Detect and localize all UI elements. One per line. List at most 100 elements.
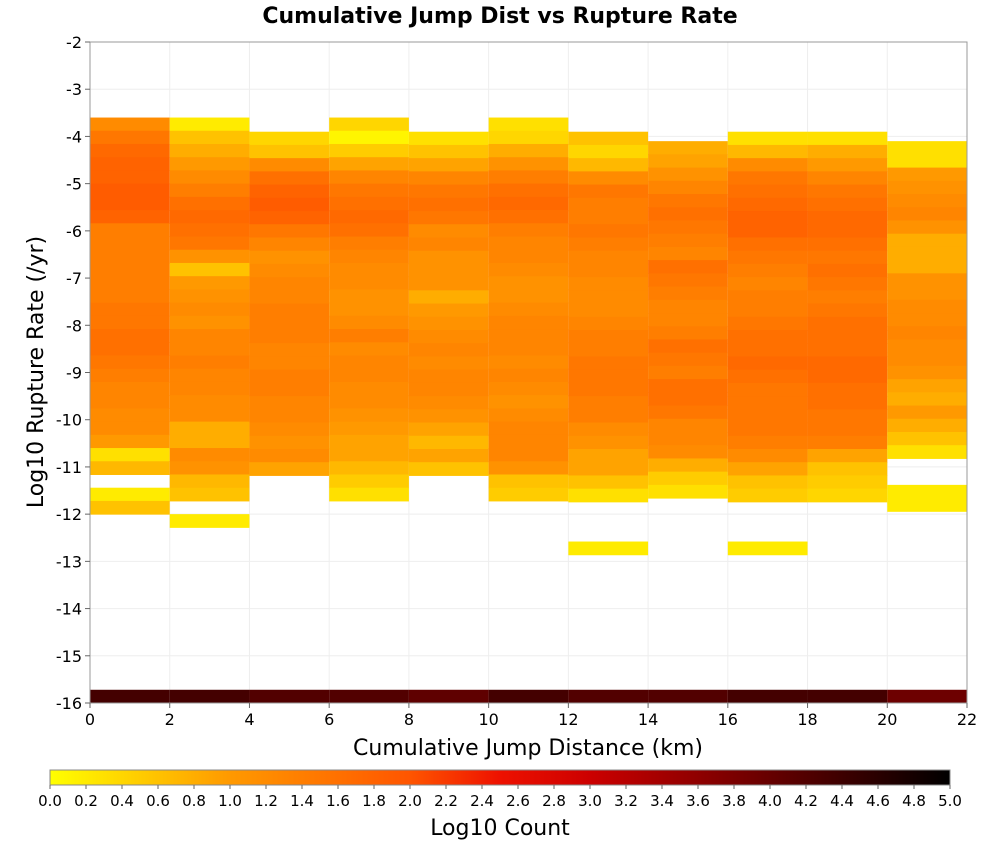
heatmap-cell: [169, 434, 250, 449]
heatmap-cell: [488, 249, 569, 264]
heatmap-cell: [568, 197, 649, 212]
heatmap-cell: [807, 224, 888, 238]
heatmap-cell: [648, 194, 728, 208]
heatmap-cell: [648, 689, 728, 703]
x-axis-label: Cumulative Jump Distance (km): [353, 736, 703, 761]
heatmap-cell: [648, 392, 728, 407]
heatmap-cell: [568, 184, 649, 199]
heatmap-cell: [727, 237, 808, 252]
colorbar-tick-label: 4.0: [758, 792, 782, 810]
heatmap-cell: [568, 237, 649, 252]
heatmap-cell: [648, 365, 728, 380]
heatmap-cell: [90, 183, 170, 198]
heatmap-cell: [329, 434, 409, 449]
heatmap-cell: [727, 369, 808, 384]
colorbar-tick-label: 5.0: [938, 792, 962, 810]
heatmap-cell: [488, 183, 569, 198]
heatmap-cell: [169, 355, 250, 370]
heatmap-cell: [648, 220, 728, 235]
heatmap-cell: [329, 236, 409, 251]
heatmap-cell: [249, 250, 330, 265]
heatmap-cell: [249, 158, 330, 172]
colorbar-tick-label: 1.0: [218, 792, 242, 810]
colorbar-tick-label: 0.2: [74, 792, 98, 810]
heatmap-cell: [887, 339, 967, 354]
heatmap-cell: [488, 315, 569, 330]
heatmap-cell: [90, 196, 170, 211]
colorbar-ticks: 0.0 0.2 0.4 0.6 0.8 1.0 1.2 1.4 1.6 1.8 2.0 2.2 2.4 2…: [38, 785, 962, 810]
heatmap-cell: [90, 143, 170, 158]
heatmap-cell: [568, 382, 649, 397]
heatmap-cell: [169, 461, 250, 475]
heatmap-cell: [648, 339, 728, 354]
heatmap-cell: [329, 276, 409, 290]
x-axis-ticks: 0 2 4 6 8 10 12 14 16 18 20 22: [85, 703, 977, 729]
colorbar-tick-label: 1.4: [290, 792, 314, 810]
colorbar-tick-label: 0.4: [110, 792, 134, 810]
heatmap-cell: [568, 330, 649, 344]
heatmap-cell: [169, 130, 250, 145]
chart-title: Cumulative Jump Dist vs Rupture Rate: [262, 4, 737, 29]
heatmap-cell: [249, 448, 330, 463]
heatmap-cell: [727, 303, 808, 318]
heatmap-cell: [408, 184, 489, 199]
heatmap-cell: [807, 277, 888, 291]
heatmap-cell: [249, 356, 330, 371]
heatmap-cell: [169, 381, 250, 396]
heatmap-cell: [568, 435, 649, 450]
heatmap-cell: [249, 277, 330, 291]
heatmap-cell: [568, 303, 649, 318]
heatmap-cell: [90, 249, 170, 264]
heatmap-cell: [568, 211, 649, 225]
colorbar: [49, 769, 951, 786]
heatmap-cell: [408, 303, 489, 318]
heatmap-cell: [329, 474, 409, 489]
heatmap-cell: [408, 263, 489, 278]
heatmap-cell: [807, 158, 888, 172]
colorbar-tick-label: 0.0: [38, 792, 62, 810]
heatmap-cell: [727, 356, 808, 371]
heatmap-cell: [887, 299, 967, 314]
heatmap-cell: [408, 158, 489, 172]
heatmap-cell: [488, 170, 569, 185]
heatmap-cell: [90, 157, 170, 171]
heatmap-cell: [329, 421, 409, 436]
heatmap-cell: [169, 183, 250, 198]
heatmap-cell: [90, 130, 170, 145]
heatmap-cell: [807, 316, 888, 331]
heatmap-cell: [90, 500, 170, 515]
colorbar-tick-label: 1.2: [254, 792, 278, 810]
heatmap-cell: [329, 329, 409, 343]
heatmap-cell: [249, 184, 330, 199]
heatmap-cell: [887, 154, 967, 169]
colorbar-tick-label: 1.8: [362, 792, 386, 810]
heatmap-cell: [408, 144, 489, 159]
heatmap-cell: [887, 194, 967, 208]
heatmap-cell: [568, 343, 649, 357]
heatmap-cell: [488, 157, 569, 171]
heatmap-cell: [169, 514, 250, 528]
heatmap-cell: [90, 395, 170, 409]
heatmap-cell: [90, 289, 170, 304]
heatmap-cell: [887, 326, 967, 340]
heatmap-cell: [249, 422, 330, 437]
colorbar-tick-label: 2.0: [398, 792, 422, 810]
y-tick-label: -14: [56, 600, 82, 619]
heatmap-cell: [648, 471, 728, 486]
heatmap-cell: [648, 484, 728, 499]
heatmap-cell: [329, 117, 409, 132]
heatmap-cell: [807, 689, 888, 703]
heatmap-cell: [249, 144, 330, 159]
heatmap-cell: [727, 144, 808, 159]
heatmap-cell: [169, 289, 250, 304]
heatmap-cell: [249, 211, 330, 225]
heatmap-cell: [249, 224, 330, 238]
heatmap-cell: [90, 262, 170, 277]
heatmap-cell: [488, 196, 569, 211]
colorbar-tick-label: 2.4: [470, 792, 494, 810]
y-tick-label: -5: [66, 175, 82, 194]
heatmap-cell: [887, 379, 967, 393]
heatmap-cell: [90, 315, 170, 330]
heatmap-cell: [90, 368, 170, 383]
y-tick-label: -4: [66, 127, 82, 146]
